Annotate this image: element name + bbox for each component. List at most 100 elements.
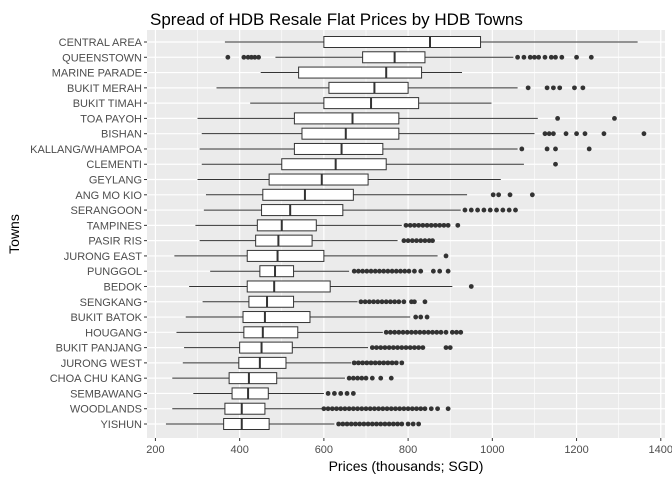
outlier-point: [550, 131, 556, 137]
outlier-point: [413, 329, 419, 335]
outlier-point: [430, 238, 435, 244]
outlier-point: [400, 329, 406, 335]
outlier-point: [383, 329, 389, 335]
box-iqr: [259, 265, 295, 278]
outlier-point: [574, 131, 579, 137]
outlier-point: [358, 299, 364, 305]
outlier-point: [362, 299, 368, 305]
outlier-point: [416, 421, 422, 427]
box-iqr: [246, 249, 325, 262]
outlier-point: [424, 314, 430, 320]
outlier-point: [401, 406, 407, 412]
box-tampines: [195, 219, 461, 232]
box-jurong-west: [182, 356, 405, 369]
outlier-point: [435, 406, 440, 412]
outlier-point: [398, 268, 403, 274]
outlier-point: [393, 360, 399, 366]
outlier-point: [506, 207, 512, 213]
outlier-point: [372, 406, 377, 412]
x-tick-label: 400: [230, 444, 248, 456]
box-kallang-whampoa: [199, 142, 592, 155]
outlier-point: [385, 360, 391, 366]
outlier-point: [519, 146, 525, 152]
outlier-point: [380, 406, 386, 412]
outlier-point: [348, 421, 354, 427]
outlier-point: [426, 238, 432, 244]
outlier-point: [515, 54, 521, 60]
x-tick-label: 1200: [564, 444, 588, 456]
outlier-point: [399, 360, 405, 366]
outlier-point: [409, 329, 414, 335]
box-iqr: [224, 402, 266, 415]
outlier-point: [256, 54, 262, 60]
outlier-point: [490, 192, 496, 198]
y-tick-label: CLEMENTI: [86, 159, 142, 171]
outlier-point: [377, 268, 382, 274]
box-iqr: [223, 418, 270, 430]
outlier-point: [395, 345, 400, 350]
outlier-point: [353, 421, 358, 427]
outlier-point: [355, 375, 360, 381]
outlier-point: [363, 406, 369, 412]
outlier-point: [351, 268, 357, 274]
outlier-point: [368, 268, 374, 274]
box-toa-payoh: [197, 112, 617, 125]
y-tick-label: BUKIT PANJANG: [56, 343, 142, 355]
outlier-point: [338, 391, 344, 396]
outlier-point: [360, 268, 366, 274]
outlier-point: [378, 421, 384, 427]
outlier-point: [360, 360, 366, 366]
box-jurong-east: [174, 249, 449, 262]
outlier-point: [338, 406, 344, 412]
outlier-point: [532, 54, 537, 60]
outlier-point: [350, 406, 356, 412]
outlier-point: [382, 421, 388, 427]
y-tick-label: SEMBAWANG: [70, 388, 142, 400]
outlier-point: [355, 406, 360, 412]
box-marine-parade: [260, 66, 463, 79]
y-tick-label: QUEENSTOWN: [62, 52, 142, 64]
outlier-point: [390, 345, 396, 350]
y-tick-label: CHOA CHU KANG: [50, 373, 142, 385]
box-clementi: [201, 158, 558, 171]
box-pasir-ris: [199, 234, 435, 247]
outlier-point: [252, 54, 258, 60]
outlier-point: [475, 207, 480, 213]
y-tick-label: PASIR RIS: [88, 236, 142, 248]
outlier-point: [454, 329, 459, 335]
outlier-point: [405, 421, 411, 427]
outlier-point: [418, 268, 424, 274]
outlier-point: [582, 131, 588, 137]
outlier-point: [553, 161, 558, 167]
outlier-point: [487, 207, 493, 213]
box-bukit-timah: [250, 97, 492, 110]
outlier-point: [369, 375, 375, 381]
box-bukit-panjang: [184, 341, 453, 354]
outlier-point: [379, 299, 385, 305]
outlier-point: [390, 421, 396, 427]
outlier-point: [527, 54, 533, 60]
box-iqr: [301, 127, 400, 140]
outlier-point: [381, 268, 387, 274]
x-tick-labels: 200 400 600 800 1000 1200 1400: [146, 438, 672, 456]
outlier-point: [412, 268, 417, 274]
outlier-point: [546, 131, 552, 137]
outlier-point: [438, 329, 444, 335]
box-iqr: [228, 372, 278, 385]
outlier-point: [334, 406, 339, 412]
outlier-point: [412, 222, 417, 228]
outlier-point: [388, 406, 394, 412]
outlier-point: [364, 360, 370, 366]
box-bedok: [189, 280, 474, 293]
outlier-point: [420, 222, 426, 228]
y-tick-label: JURONG WEST: [61, 358, 143, 370]
outlier-point: [557, 85, 563, 91]
outlier-point: [325, 391, 331, 396]
outlier-point: [393, 406, 398, 412]
box-iqr: [246, 280, 331, 293]
box-iqr: [238, 356, 287, 369]
x-tick-label: 1000: [480, 444, 504, 456]
y-tick-label: BISHAN: [101, 129, 142, 141]
outlier-point: [399, 421, 405, 427]
outlier-point: [445, 268, 451, 274]
